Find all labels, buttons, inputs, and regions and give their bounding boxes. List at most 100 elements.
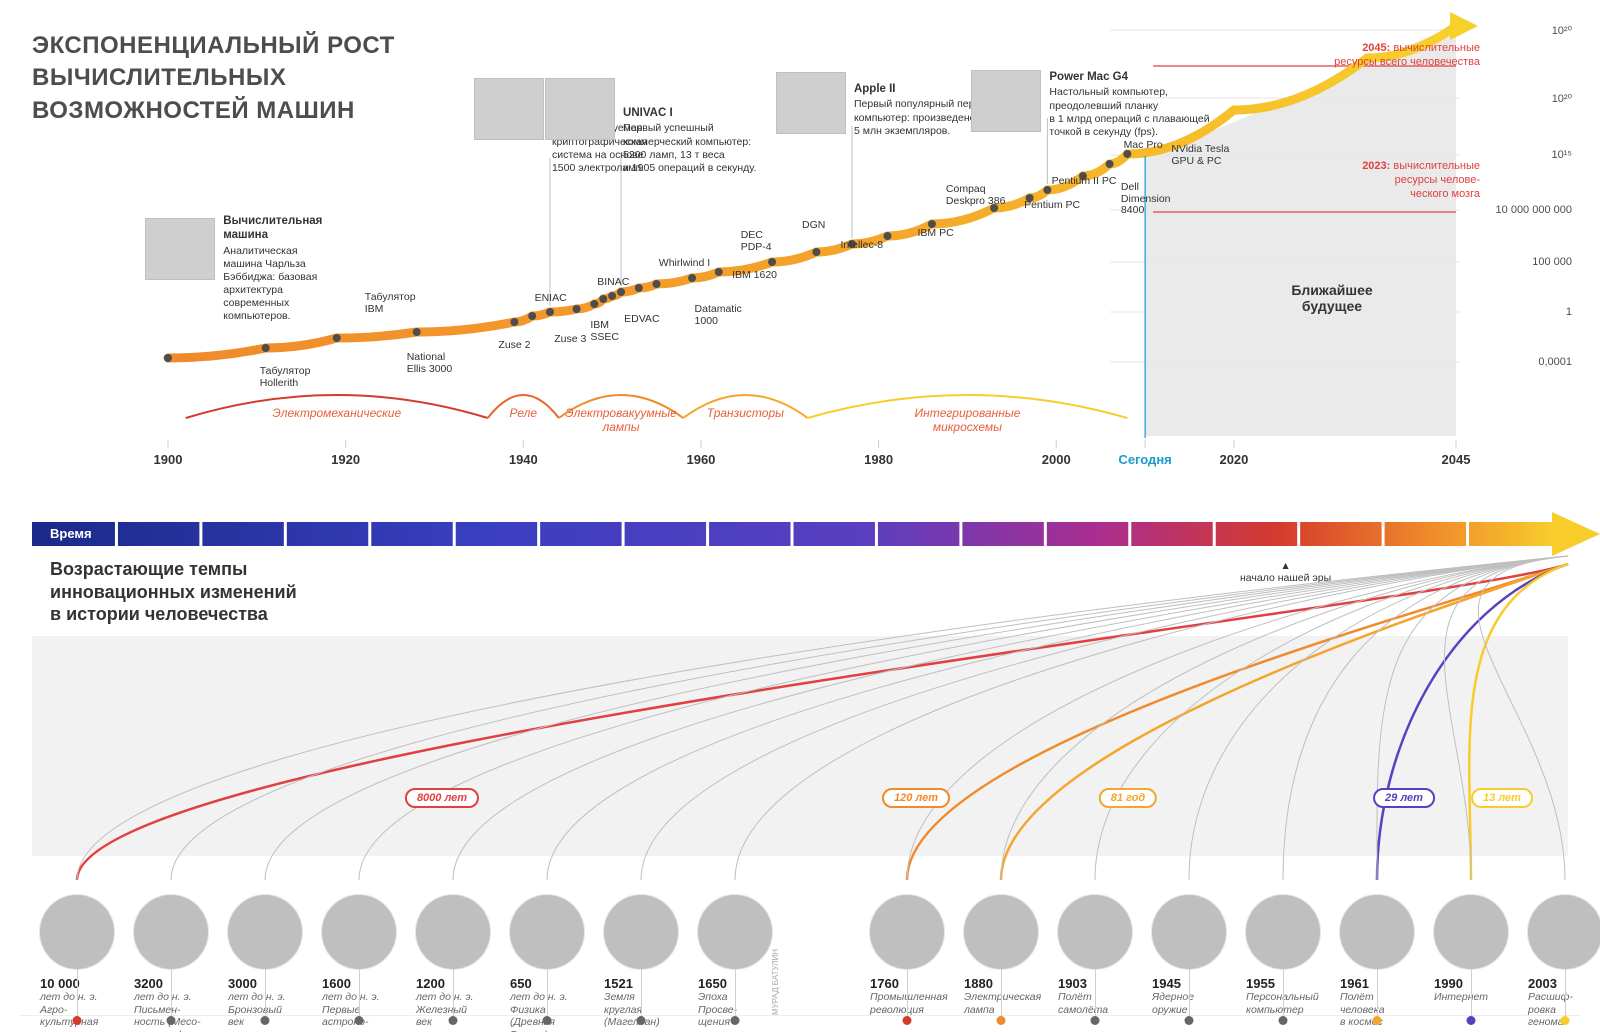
history-dot [997,1016,1006,1025]
history-dot [1091,1016,1100,1025]
history-connector [1189,969,1190,1016]
history-connector [1001,969,1002,1016]
history-connector [453,969,454,1016]
y-axis-label: 1 [1566,306,1572,318]
callout-photo [545,78,615,140]
data-point-label: DGN [802,220,825,232]
history-item: 3000лет до н. э.Бронзовыйвек [228,976,314,1029]
history-image-circle [698,895,772,969]
data-point-label: Dell Dimension 8400 [1121,182,1171,217]
history-image-circle [1528,895,1600,969]
history-image-circle [134,895,208,969]
data-point-label: IBM PC [918,228,954,240]
history-item: 1903Полётсамолёта [1058,976,1144,1016]
history-item: 1200лет до н. э.Железныйвек [416,976,502,1029]
data-point-label: EDVAC [624,314,659,326]
data-point [1043,186,1051,194]
history-item: 3200лет до н. э.Письмен-ность (Месо-пота… [134,976,220,1032]
callout-photo [776,72,846,134]
data-point [599,295,607,303]
x-axis-ticks [168,440,1456,448]
innovation-arc-badge: 120 лет [882,788,950,808]
x-axis-label: 2045 [1442,452,1471,467]
innovation-arc-badge: 29 лет [1373,788,1435,808]
technology-era-label: Транзисторы [707,406,784,420]
history-item: 650лет до н. э.Физика(ДревняяГреция) [510,976,596,1032]
data-point-label: National Ellis 3000 [407,352,453,375]
history-image-circle [228,895,302,969]
history-connector [1565,969,1566,1016]
history-connector [359,969,360,1016]
data-point-label: DEC PDP-4 [741,230,772,253]
x-axis-label-today: Сегодня [1118,452,1171,467]
history-dot [731,1016,740,1025]
data-point [528,312,536,320]
data-point [573,305,581,313]
history-image-circle [604,895,678,969]
history-item: 10 000лет до н. э.Агро-культурнаяреволюц… [40,976,126,1032]
history-dot [167,1016,176,1025]
data-point-label: Intellec-8 [840,240,883,252]
data-point-label: Pentium II PC [1052,176,1117,188]
history-dot [1185,1016,1194,1025]
data-point-label: Compaq Deskpro 386 [946,184,1006,207]
history-dot [1373,1016,1382,1025]
y-axis-label: 10¹⁵ [1552,149,1572,161]
data-point [617,288,625,296]
callout-photo [145,218,215,280]
data-point [608,292,616,300]
history-item: 1955Персональныйкомпьютер [1246,976,1332,1016]
history-image-circle [416,895,490,969]
history-dot [449,1016,458,1025]
data-point [715,268,723,276]
x-axis-label: 1900 [154,452,183,467]
growth-curve-arrowhead [1450,12,1478,40]
x-axis-label: 1960 [686,452,715,467]
data-point-label: Табулятор Hollerith [260,366,311,389]
history-connector [735,969,736,1016]
history-connector [1095,969,1096,1016]
history-dot [637,1016,646,1025]
y-axis-label: 100 000 [1532,256,1572,268]
data-point [413,328,421,336]
history-connector [265,969,266,1016]
future-reference-note: 2023: вычислительныересурсы челове-ческо… [1290,160,1480,201]
history-dot [903,1016,912,1025]
x-axis-label: 1940 [509,452,538,467]
technology-era-label: Электровакуумные лампы [565,406,676,434]
history-connector [1471,969,1472,1016]
data-point-label: Whirlwind I [659,258,710,270]
innovation-arc-badge: 81 год [1099,788,1157,808]
history-connector [171,969,172,1016]
data-point-label: Datamatic 1000 [695,304,742,327]
history-connector [77,969,78,1016]
history-image-circle [1152,895,1226,969]
x-axis-label: 1980 [864,452,893,467]
data-point-label: Zuse 3 [554,334,586,346]
data-point-label: Mac Pro [1124,140,1163,152]
data-point [884,232,892,240]
history-item: 1600лет до н. э.Первыеастроно-мическиеза… [322,976,408,1032]
y-axis-label: 10²⁰ [1552,24,1572,37]
history-connector [907,969,908,1016]
history-image-circle [322,895,396,969]
data-point [546,308,554,316]
x-axis-label: 1920 [331,452,360,467]
history-image-circle [1340,895,1414,969]
history-item: 1945Ядерноеоружие [1152,976,1238,1016]
data-point [333,334,341,342]
data-point [768,258,776,266]
data-point-label: ENIAC [535,293,567,305]
callout-text: Power Mac G4Настольный компьютер,преодол… [1049,70,1229,139]
technology-era-label: Электромеханические [272,406,401,420]
data-point-label: IBM SSEC [590,320,619,343]
history-image-circle [1246,895,1320,969]
history-image-circle [40,895,114,969]
y-axis-label: 10²⁰ [1552,92,1572,105]
data-point [812,248,820,256]
history-image-circle [964,895,1038,969]
data-point [262,344,270,352]
history-item: 1961Полётчеловекав космос [1340,976,1426,1029]
history-image-circle [1058,895,1132,969]
data-point [510,318,518,326]
